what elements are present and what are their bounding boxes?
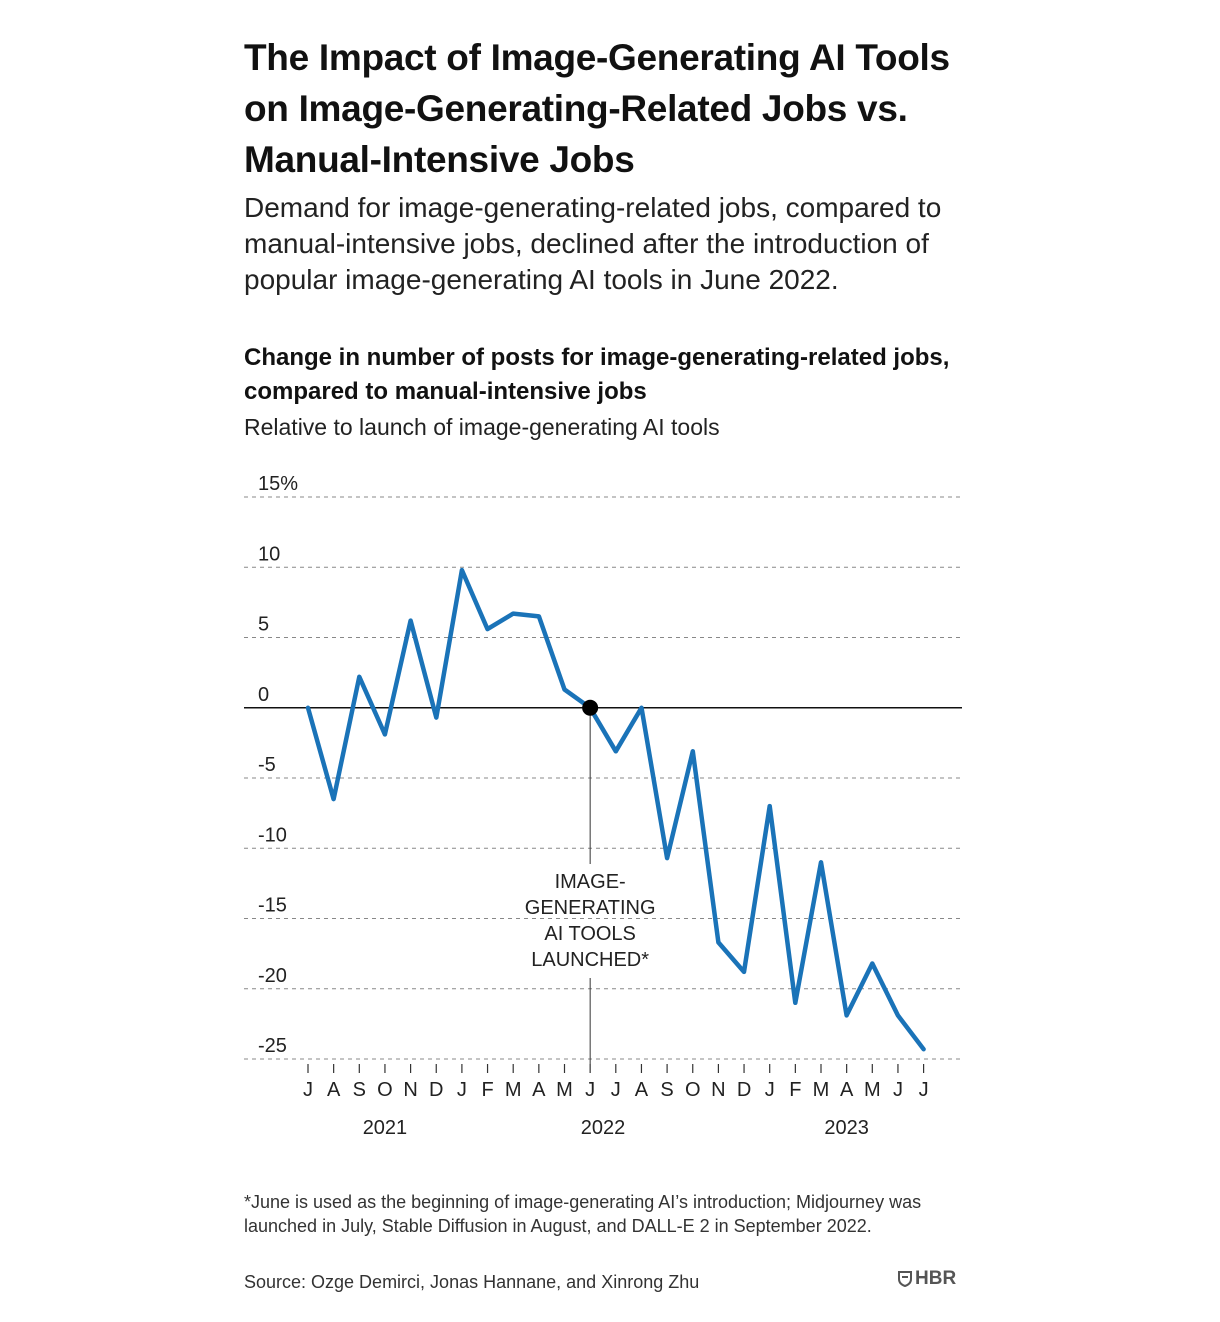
annotation-text: LAUNCHED* [531, 949, 649, 971]
x-tick-label: A [840, 1079, 854, 1101]
x-tick-label: S [660, 1079, 673, 1101]
x-tick-label: J [457, 1079, 467, 1101]
x-tick-label: J [585, 1079, 595, 1101]
y-tick-label: -5 [258, 754, 276, 776]
x-tick-label: O [377, 1079, 393, 1101]
series-layer [305, 567, 926, 1052]
x-tick-label: J [765, 1079, 775, 1101]
x-tick-label: M [556, 1079, 573, 1101]
x-tick-label: J [893, 1079, 903, 1101]
y-tick-label: 10 [258, 543, 280, 565]
launch-marker [582, 699, 599, 716]
y-tick-label: -10 [258, 824, 287, 846]
y-tick-label: -15 [258, 895, 287, 917]
x-tick-label: A [327, 1079, 341, 1101]
year-label: 2022 [581, 1117, 626, 1139]
y-tick-labels: 15% 10 5 0 -5 -10 -15 -20 -25 [258, 473, 298, 1057]
logo-text: HBR [915, 1268, 957, 1289]
x-tick-label: J [919, 1079, 929, 1101]
chart-title-main: The Impact of Image-Generating AI Tools … [244, 37, 950, 180]
launch-annotation: IMAGE- GENERATING AI TOOLS LAUNCHED* [525, 707, 656, 1064]
chart-heading: Change in number of posts for image-gene… [244, 344, 950, 405]
x-tick-label: A [532, 1079, 546, 1101]
shield-icon [898, 1271, 912, 1287]
x-tick-label: S [353, 1079, 366, 1101]
y-tick-label: 15% [258, 473, 298, 495]
y-tick-label: 5 [258, 614, 269, 636]
source-note: Source: Ozge Demirci, Jonas Hannane, and… [244, 1272, 700, 1292]
x-tick-label: O [685, 1079, 701, 1101]
year-label: 2023 [824, 1117, 869, 1139]
x-tick-label: F [789, 1079, 801, 1101]
x-tick-label: D [737, 1079, 751, 1101]
y-tick-label: 0 [258, 684, 269, 706]
x-tick-label: N [711, 1079, 725, 1101]
hbr-logo: HBR [898, 1268, 956, 1290]
y-tick-label: -25 [258, 1035, 287, 1057]
x-tick-label: M [505, 1079, 522, 1101]
x-tick-label: J [611, 1079, 621, 1101]
x-tick-label: M [813, 1079, 830, 1101]
series-line [305, 567, 926, 1052]
year-label: 2021 [363, 1117, 408, 1139]
y-tick-label: -20 [258, 965, 287, 987]
annotation-text: IMAGE- [555, 871, 626, 893]
x-tick-label: J [303, 1079, 313, 1101]
x-tick-label: M [864, 1079, 881, 1101]
x-tick-label: A [635, 1079, 649, 1101]
annotation-text: GENERATING [525, 897, 656, 919]
x-tick-label: N [403, 1079, 417, 1101]
footnote: *June is used as the beginning of image-… [244, 1192, 922, 1236]
annotation-text: AI TOOLS [544, 923, 636, 945]
x-tick-label: D [429, 1079, 443, 1101]
x-tick-label: F [481, 1079, 493, 1101]
chart-subheading: Relative to launch of image-generating A… [244, 414, 720, 440]
gridlines [244, 496, 962, 1060]
chart-description: Demand for image-generating-related jobs… [244, 192, 942, 295]
